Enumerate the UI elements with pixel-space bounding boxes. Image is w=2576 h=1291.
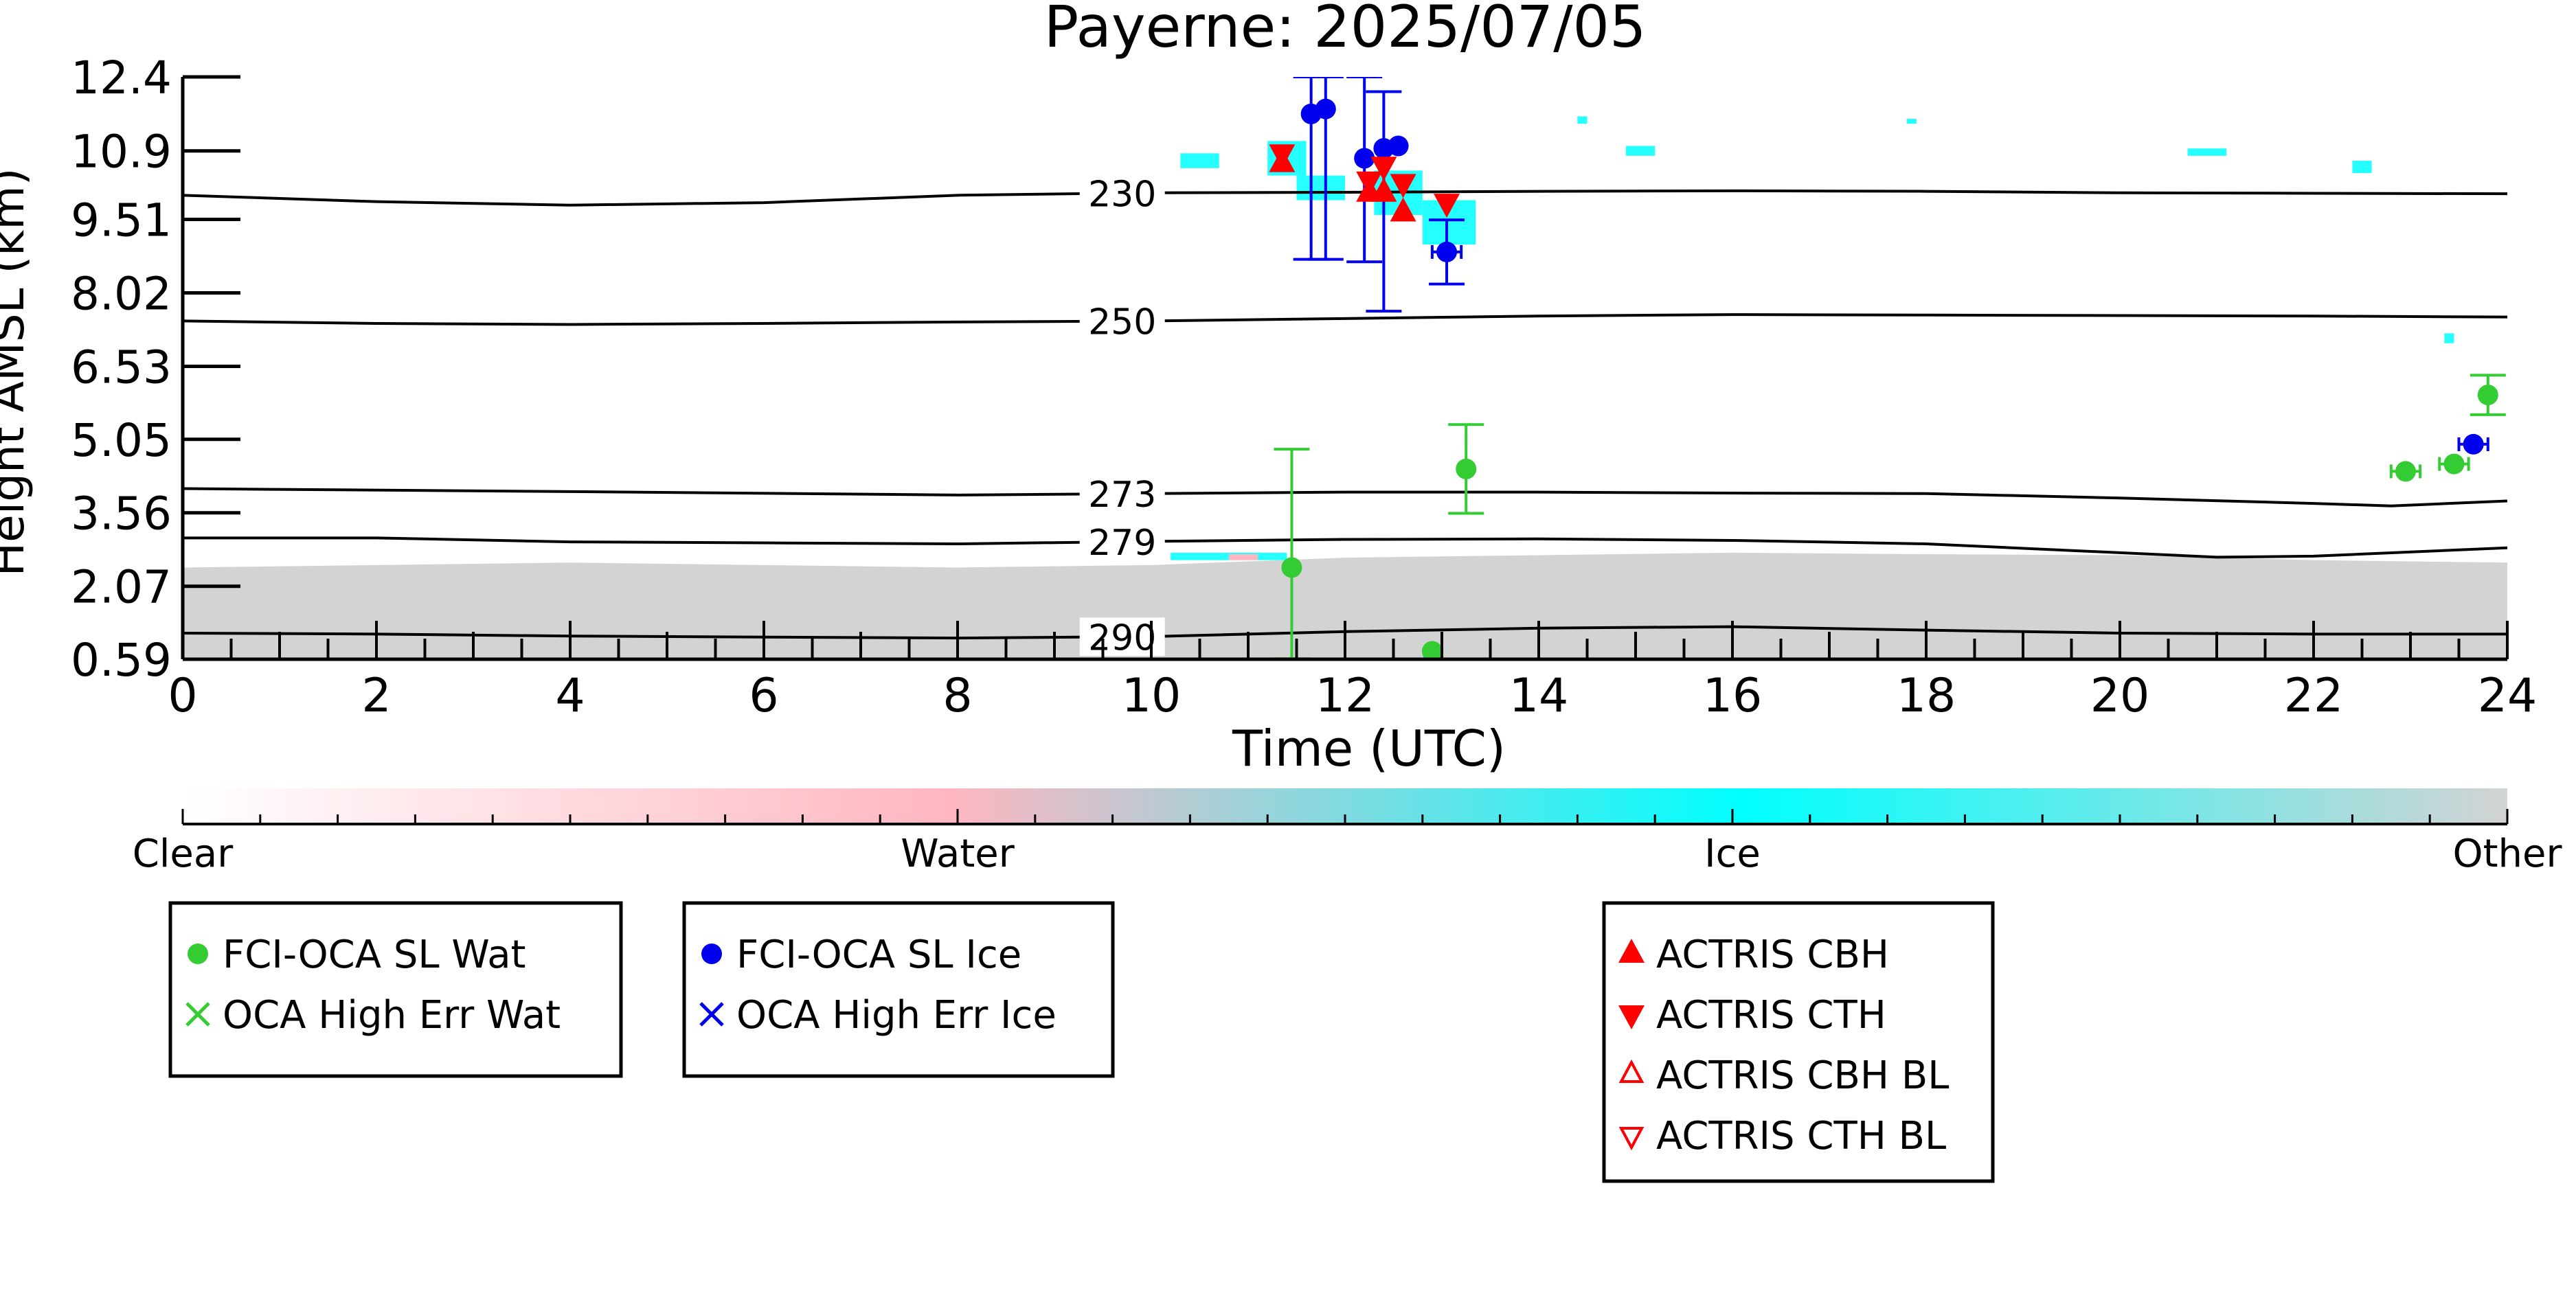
y-tick-label: 0.59 [71, 634, 172, 687]
data-point [1390, 197, 1416, 222]
x-tick-label: 16 [1703, 669, 1763, 723]
isotherm-label-bg [1079, 174, 1165, 213]
x-tick-label: 20 [2090, 669, 2150, 723]
colorbar: Clear Water Ice Other [133, 788, 2562, 876]
x-tick-label: 0 [168, 669, 197, 723]
data-point [188, 944, 208, 964]
data-point [1618, 1059, 1645, 1083]
colorbar-label: Other [2452, 832, 2562, 876]
series-group [1293, 77, 2489, 455]
x-tick-label: 2 [361, 669, 391, 723]
data-point [1269, 144, 1296, 169]
y-tick-label: 12.4 [71, 52, 172, 104]
cloud-mask-ice-patch [1906, 119, 1917, 124]
x-tick-label: 10 [1122, 669, 1182, 723]
data-point [1434, 194, 1460, 218]
y-tick-label: 5.05 [71, 414, 172, 467]
isotherm-line [183, 313, 2507, 326]
legend-entry-label: ACTRIS CTH [1656, 993, 1886, 1038]
legend-entry-label: ACTRIS CTH BL [1656, 1114, 1946, 1158]
isotherm-label-bg [1079, 475, 1165, 514]
y-tick-label: 6.53 [71, 341, 172, 393]
cloud-mask-ice-patch [2352, 161, 2372, 174]
data-point [1456, 458, 1477, 479]
legends: FCI-OCA SL Wat OCA High Err Wat FCI-OCA SL… [168, 901, 1995, 1183]
isotherm-label: 290 [1088, 617, 1156, 659]
x-axis-label: Time (UTC) [1232, 720, 1506, 777]
legend-entry-label: FCI-OCA SL Wat [223, 933, 526, 977]
y-tick-label: 3.56 [71, 488, 172, 540]
data-point [2443, 453, 2465, 475]
data-point [1370, 177, 1397, 202]
plot-area: 230 250 273 279 290 0.59 2.07 3.56 5.05 6.53 8.02 9… [71, 52, 2537, 723]
data-point [701, 944, 722, 964]
data-point [1356, 171, 1383, 196]
isotherm-line [183, 487, 2507, 507]
cloud-mask-ice-patch [1625, 146, 1656, 156]
data-point [1388, 135, 1409, 157]
y-axis-label: Height AMSL (km) [0, 168, 34, 577]
isotherm-label: 273 [1088, 475, 1156, 516]
isotherm-label-bg [1079, 301, 1165, 341]
isotherm-line [183, 189, 2507, 207]
cloud-mask-water-patch [1228, 554, 1258, 560]
x-tick-label: 18 [1897, 669, 1956, 723]
colorbar-label: Water [901, 832, 1015, 876]
y-tick-label: 8.02 [71, 267, 172, 320]
isotherm-label: 250 [1088, 302, 1156, 343]
legend-box [682, 901, 1115, 1078]
y-tick-label: 10.9 [71, 126, 172, 179]
cloud-mask-ice-patch [1577, 116, 1588, 124]
data-point [2395, 461, 2416, 482]
data-point [185, 1002, 210, 1027]
cloud-mask-ice-patch [2444, 333, 2454, 343]
data-point [1354, 148, 1375, 169]
x-tick-label: 8 [942, 669, 972, 723]
data-point [1281, 557, 1302, 578]
data-point [699, 1002, 724, 1027]
data-point [1315, 98, 1336, 119]
x-tick-label: 24 [2478, 669, 2538, 723]
legend-box [168, 901, 623, 1078]
data-point [1370, 157, 1397, 181]
legend-entry-label: OCA High Err Wat [223, 993, 561, 1038]
isotherm-label-bg [1079, 522, 1165, 561]
colorbar-label: Ice [1704, 832, 1761, 876]
isotherm-label: 230 [1088, 174, 1156, 215]
cloud-mask-ice-patch [1180, 153, 1219, 168]
x-tick-label: 6 [749, 669, 778, 723]
isotherm-line [183, 536, 2507, 559]
plot-content: 230 250 273 279 290 [183, 77, 2507, 659]
data-point [1436, 241, 1458, 262]
marker-stroke [699, 1002, 724, 1027]
legend-entry-label: ACTRIS CBH BL [1656, 1053, 1949, 1098]
isotherm-label: 279 [1088, 523, 1156, 564]
data-point [1618, 939, 1645, 963]
legend-entry-label: OCA High Err Ice [736, 993, 1057, 1038]
chart-title: Payerne: 2025/07/05 [1044, 0, 1647, 60]
data-point [1618, 1005, 1645, 1029]
x-tick-label: 12 [1315, 669, 1375, 723]
x-tick-label: 22 [2284, 669, 2344, 723]
cloud-mask-ice-patch [1171, 552, 1287, 560]
data-point [1421, 641, 1443, 659]
legend-entry-label: ACTRIS CBH [1656, 933, 1889, 977]
cloud-mask-ice-patch [1296, 175, 1345, 201]
legend-box [1602, 901, 1995, 1183]
x-tick-label: 14 [1509, 669, 1569, 723]
data-point [1390, 174, 1416, 198]
series-group [1269, 144, 1460, 218]
data-point [2477, 385, 2498, 406]
marker-stroke [185, 1002, 210, 1027]
cloud-mask-ice-patch [2187, 148, 2227, 156]
data-point [1618, 1127, 1645, 1151]
x-tick-label: 4 [555, 669, 585, 723]
y-tick-label: 2.07 [71, 561, 172, 614]
legend-entry-label: FCI-OCA SL Ice [736, 933, 1021, 977]
y-tick-label: 9.51 [71, 194, 172, 247]
colorbar-label: Clear [133, 832, 234, 876]
data-point [2463, 433, 2484, 455]
